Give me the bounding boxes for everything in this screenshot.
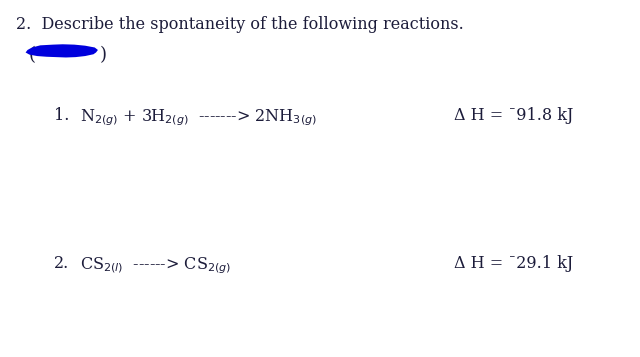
Polygon shape — [26, 44, 98, 57]
Text: 2.  Describe the spontaneity of the following reactions.: 2. Describe the spontaneity of the follo… — [16, 16, 464, 33]
Text: Δ H = ¯29.1 kJ: Δ H = ¯29.1 kJ — [454, 255, 573, 272]
Text: CS$_{2(l)}$  ------> CS$_{2(g)}$: CS$_{2(l)}$ ------> CS$_{2(g)}$ — [80, 255, 231, 276]
Text: 1.: 1. — [54, 107, 70, 124]
Text: (: ( — [29, 46, 36, 64]
Text: Δ H = ¯91.8 kJ: Δ H = ¯91.8 kJ — [454, 107, 574, 124]
Text: ): ) — [99, 46, 106, 64]
Text: N$_{2(g)}$ + 3H$_{2(g)}$  -------> 2NH$_{3(g)}$: N$_{2(g)}$ + 3H$_{2(g)}$ -------> 2NH$_{… — [80, 107, 317, 128]
Text: 2.: 2. — [54, 255, 70, 272]
